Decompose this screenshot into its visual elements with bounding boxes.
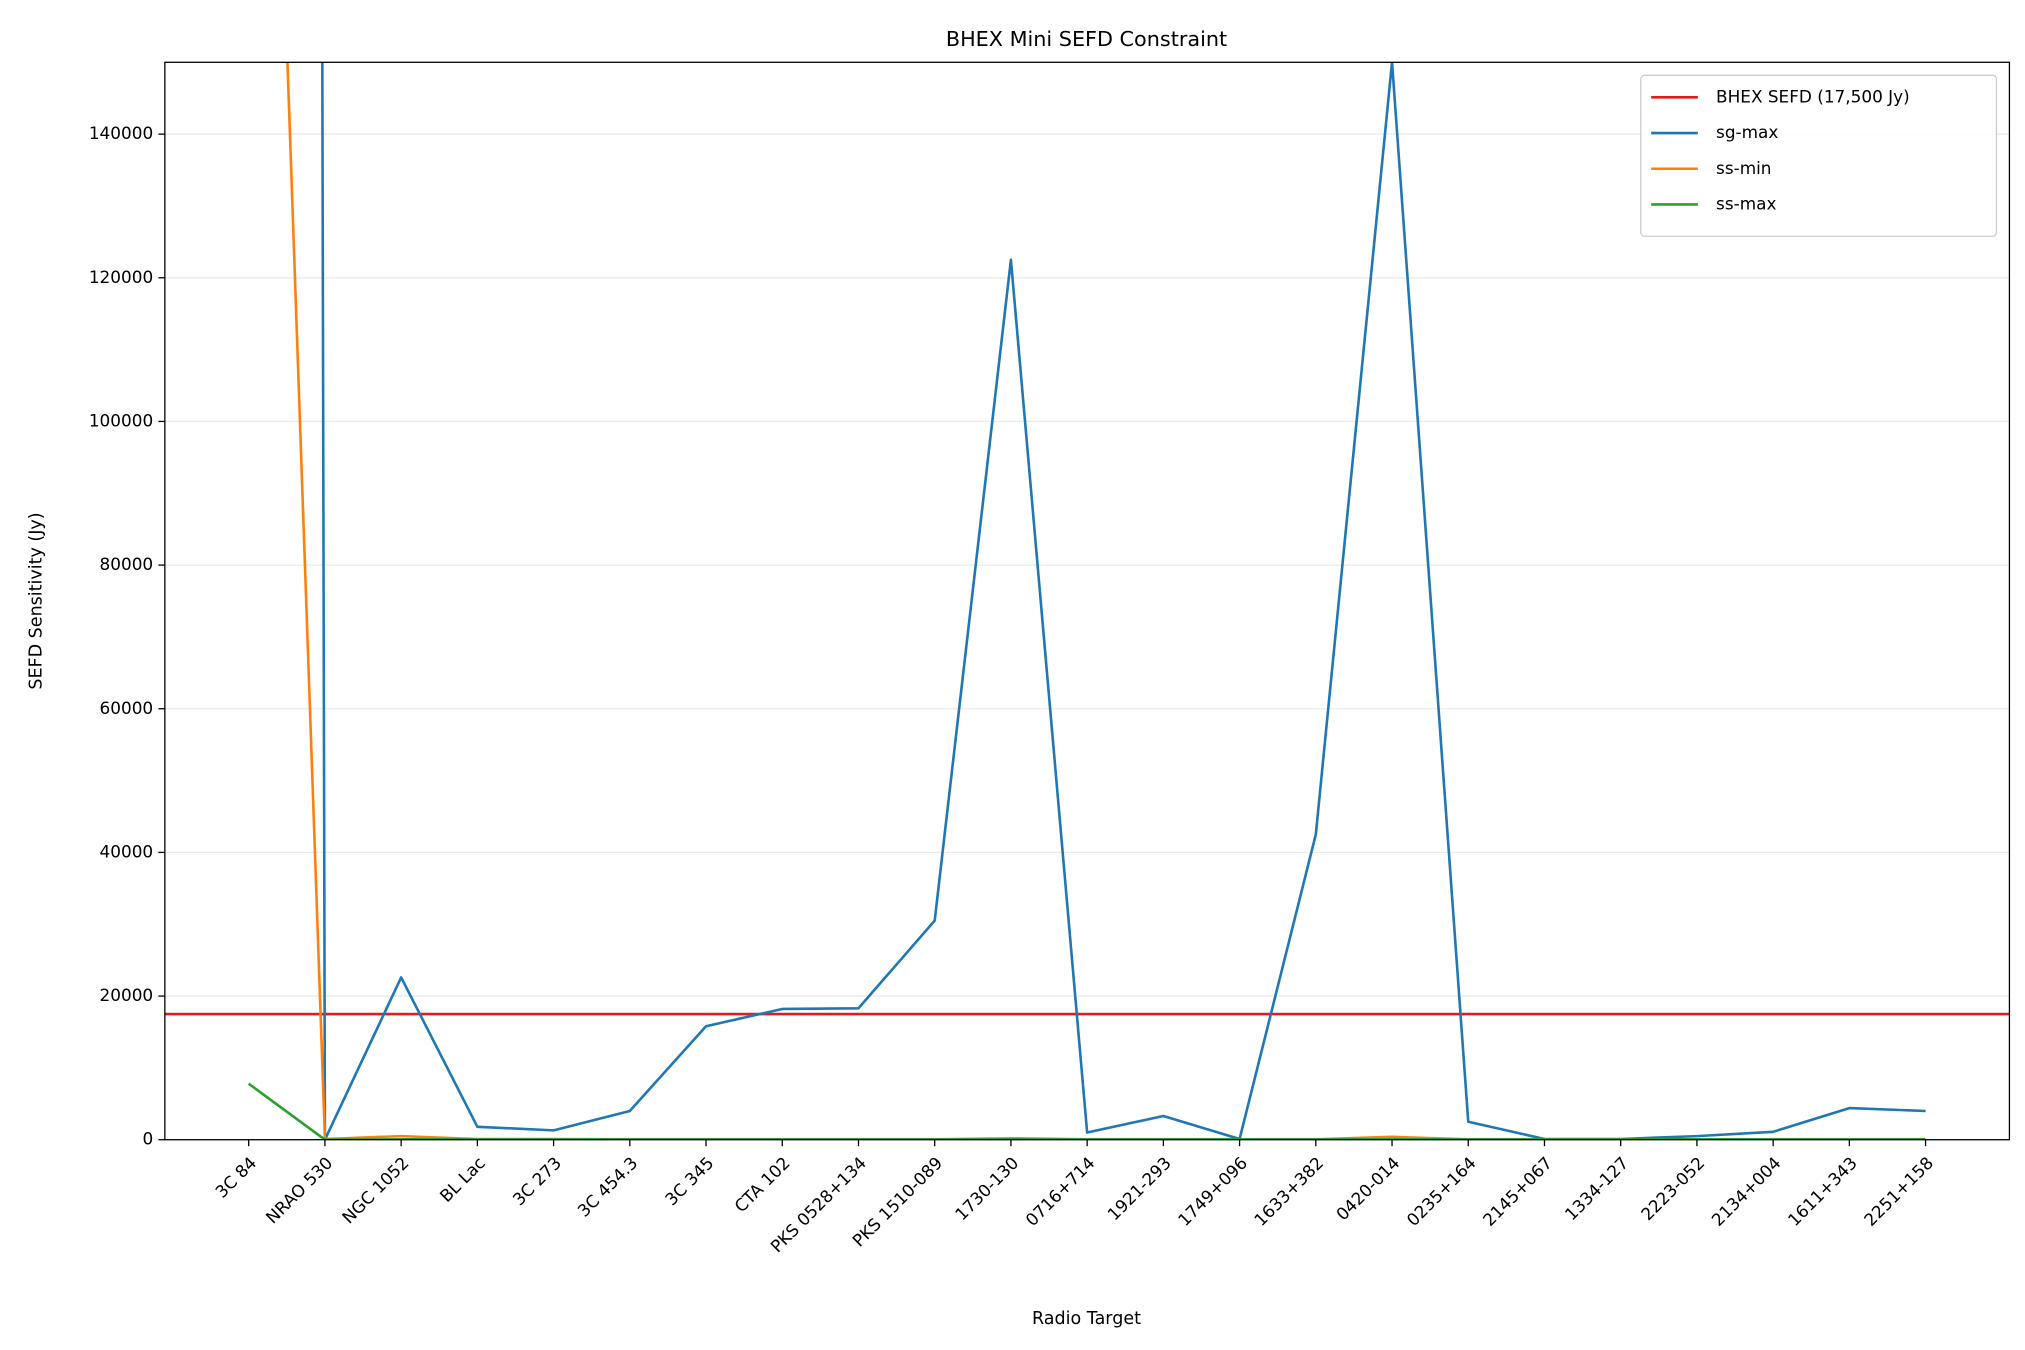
x-tick-label: 1334-127 [1561,1153,1633,1225]
x-tick-label: 2251+158 [1860,1153,1937,1230]
legend-label: sg-max [1716,122,1778,142]
y-tick-label: 40000 [100,841,154,861]
x-tick-label: 2223-052 [1637,1153,1709,1225]
x-tick-label: 3C 454.3 [573,1153,641,1221]
series-line [321,62,1926,1140]
y-tick-label: 60000 [100,698,154,718]
legend-box [1640,74,1998,237]
x-tick-label: 1633+382 [1250,1153,1327,1230]
x-tick-label: 1749+096 [1174,1153,1251,1230]
legend: BHEX SEFD (17,500 Jy) sg-max ss-min ss-max [1640,74,1998,237]
y-tick-label: 80000 [100,554,154,574]
y-tick-label: 20000 [100,985,154,1005]
y-tick-label: 140000 [89,123,153,143]
y-tick-label: 100000 [89,410,153,430]
x-tick-label: 1921-293 [1103,1153,1175,1225]
y-axis-label: SEFD Sensitivity (Jy) [26,512,46,689]
x-tick-label: NRAO 530 [262,1153,337,1228]
y-tick-label: 120000 [89,267,153,287]
x-tick-label: 2145+067 [1479,1153,1556,1230]
legend-label: BHEX SEFD (17,500 Jy) [1716,86,1910,106]
x-tick-label: 3C 273 [509,1153,566,1210]
y-tick-label: 0 [142,1129,153,1149]
x-tick-label: 0420-014 [1332,1153,1404,1225]
x-tick-label: 3C 345 [661,1153,718,1210]
x-tick-label: 0716+714 [1021,1153,1098,1230]
x-tick-label: 2134+004 [1707,1153,1784,1230]
x-tick-label: 1730-130 [951,1153,1023,1225]
legend-label: ss-max [1716,193,1776,213]
x-tick-label: 0235+164 [1403,1153,1480,1230]
x-tick-label: CTA 102 [730,1153,794,1217]
x-tick-label: BL Lac [436,1153,489,1206]
grid [164,133,2010,1141]
legend-label: ss-min [1716,158,1771,178]
x-tick-label: 1611+343 [1784,1153,1861,1230]
chart-title: BHEX Mini SEFD Constraint [946,27,1227,51]
x-tick-label: 3C 84 [211,1153,260,1202]
x-axis-label: Radio Target [1032,1309,1141,1329]
x-tick-label: NGC 1052 [338,1153,413,1228]
